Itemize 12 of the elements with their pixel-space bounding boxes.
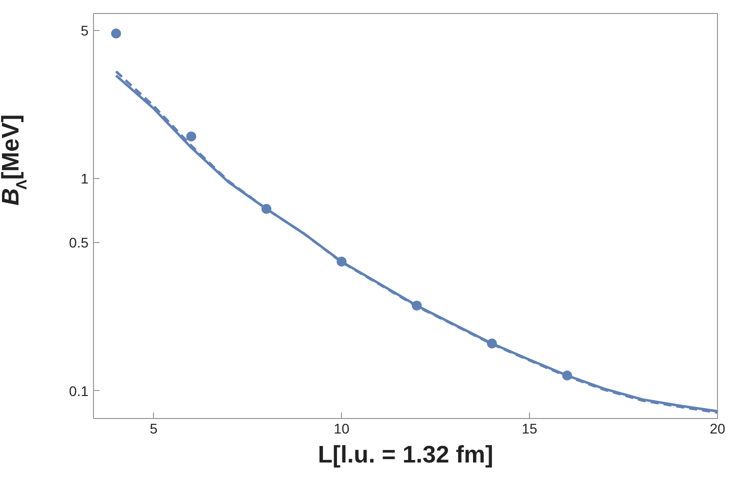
point xyxy=(186,131,196,142)
x-axis-title: L[l.u. = 1.32 fm] xyxy=(318,442,494,468)
y-tick-label: 0.1 xyxy=(69,382,89,399)
x-tick-label: 20 xyxy=(710,420,726,436)
y-tick-label: 5 xyxy=(80,22,89,38)
x-tick-label: 5 xyxy=(150,420,158,436)
y-tick-label: 0.5 xyxy=(69,234,89,250)
x-tick-label: 10 xyxy=(334,420,350,436)
x-tick-label: 15 xyxy=(522,420,538,436)
y-tick-label: 1 xyxy=(80,170,89,187)
point xyxy=(111,28,122,38)
y-axis-title: BΛ[MeV] xyxy=(0,114,30,206)
